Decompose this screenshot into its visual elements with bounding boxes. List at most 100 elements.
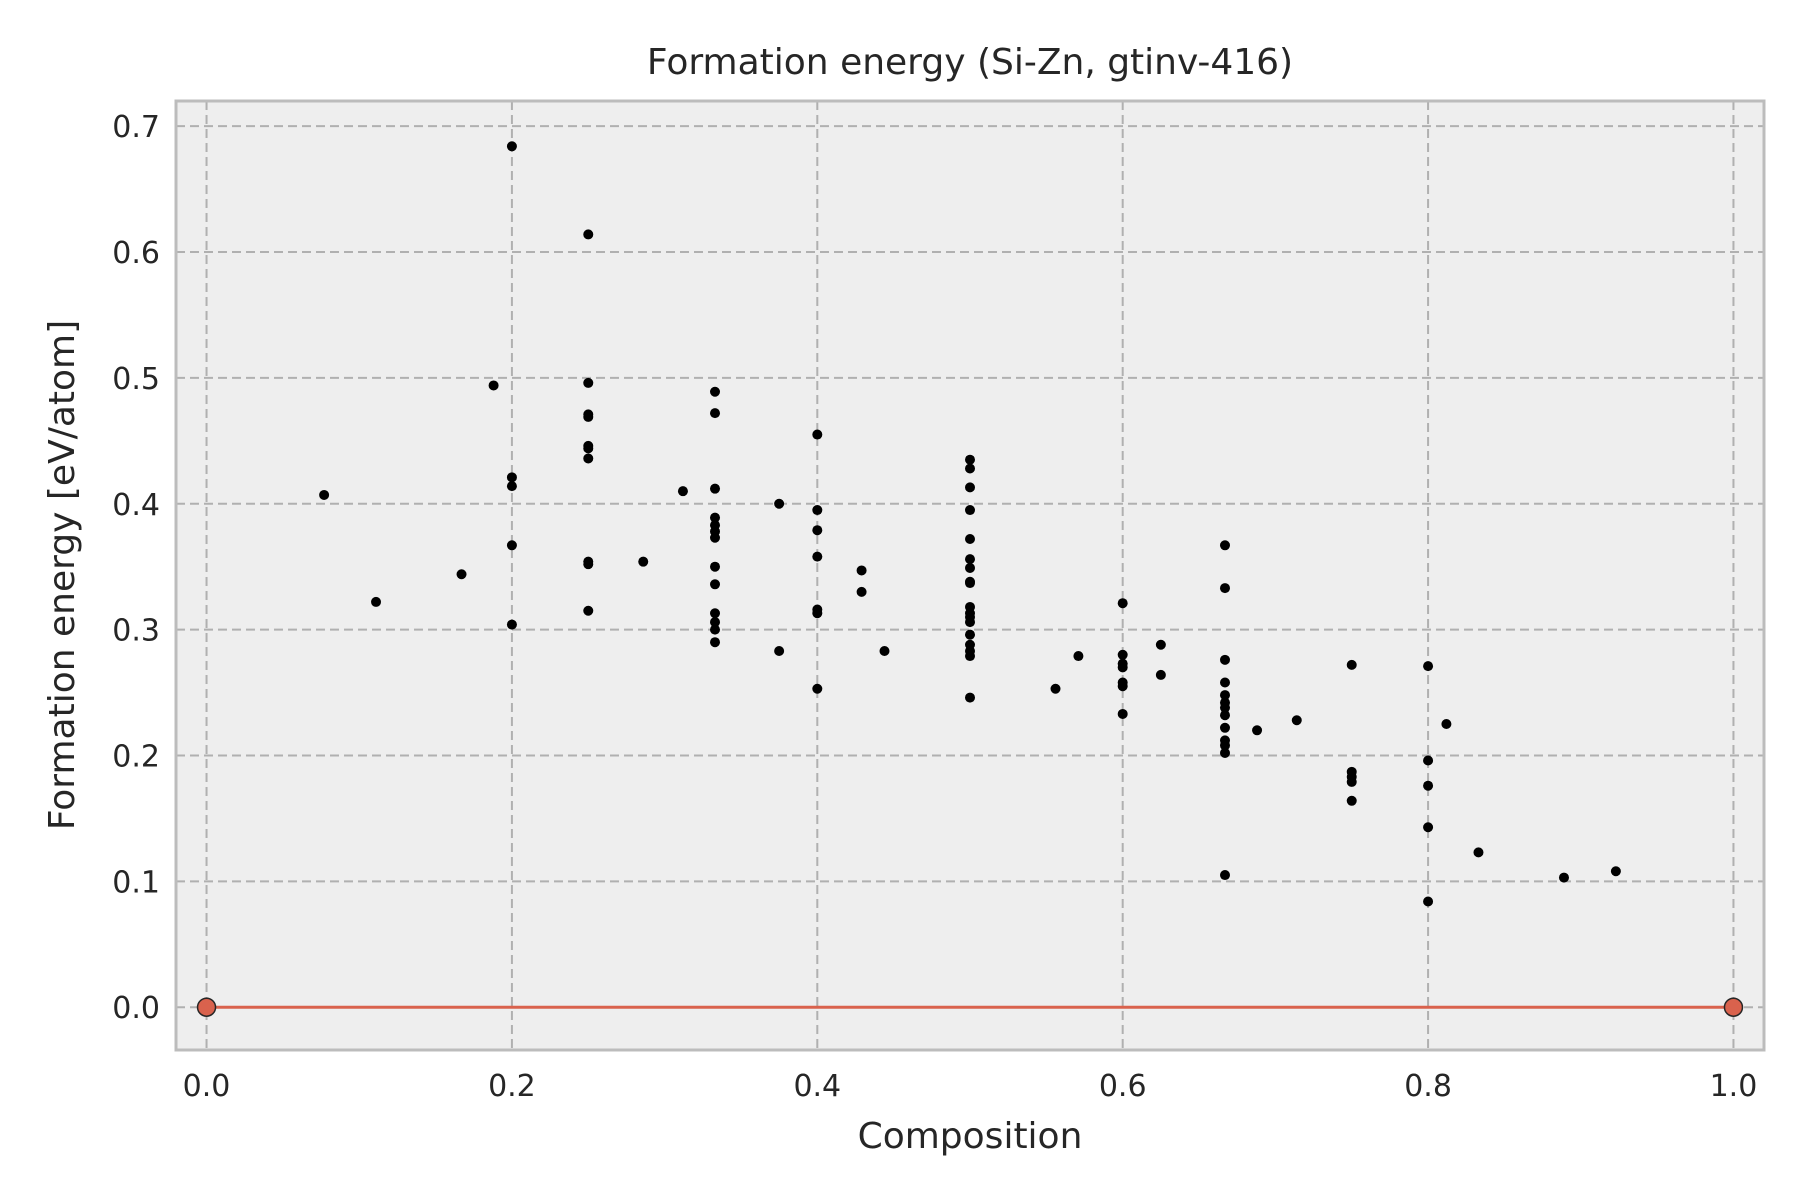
data-point <box>371 596 382 607</box>
data-point <box>710 608 721 619</box>
data-point <box>710 561 721 572</box>
data-point <box>319 489 330 500</box>
data-point <box>1050 683 1061 694</box>
data-point <box>812 505 823 516</box>
data-point <box>583 559 594 570</box>
hull-point <box>1723 997 1744 1017</box>
x-tick-label: 0.4 <box>793 1069 841 1104</box>
y-axis-ticks: 0.0 0.1 0.2 0.3 0.4 0.5 0.6 0.7 <box>112 110 160 1026</box>
data-point <box>1219 870 1230 881</box>
data-point <box>965 651 975 662</box>
y-tick-label: 0.5 <box>112 362 160 397</box>
data-point <box>1219 747 1230 758</box>
grid <box>176 101 1764 1050</box>
y-axis-label: Formation energy [eV/atom] <box>42 320 83 830</box>
data-point <box>506 540 517 551</box>
data-point <box>1073 651 1084 662</box>
data-point <box>506 481 517 492</box>
data-point <box>583 443 594 454</box>
data-point <box>1423 896 1434 907</box>
data-point <box>1117 681 1128 692</box>
data-point <box>1346 659 1357 670</box>
convex-hull <box>196 997 1744 1017</box>
data-point <box>856 586 867 597</box>
y-tick-label: 0.6 <box>112 236 160 271</box>
data-point <box>1423 661 1434 672</box>
data-point <box>710 532 721 543</box>
data-point <box>710 408 721 419</box>
data-point <box>1346 776 1357 787</box>
data-point <box>1219 677 1230 688</box>
data-point <box>710 624 721 635</box>
data-point <box>1219 583 1230 594</box>
data-point <box>812 525 823 536</box>
x-tick-label: 0.6 <box>1099 1069 1147 1104</box>
data-point <box>965 534 975 544</box>
y-tick-label: 0.1 <box>112 865 160 900</box>
data-point <box>1219 740 1230 751</box>
data-point <box>774 498 785 509</box>
data-point <box>583 411 594 422</box>
data-point <box>1610 866 1621 877</box>
y-tick-label: 0.3 <box>112 614 160 649</box>
plot-area <box>176 101 1764 1050</box>
data-point <box>583 377 594 388</box>
data-point <box>710 617 721 628</box>
data-point <box>1219 710 1230 721</box>
data-point <box>965 692 975 703</box>
data-point <box>1252 725 1263 736</box>
y-tick-label: 0.0 <box>112 991 160 1026</box>
data-point <box>1219 540 1230 551</box>
data-point <box>1219 690 1230 701</box>
data-point <box>1558 872 1569 883</box>
data-point <box>583 605 594 616</box>
data-point <box>856 565 867 576</box>
data-point <box>879 646 890 657</box>
data-point <box>965 562 975 573</box>
data-point <box>1473 847 1484 858</box>
x-tick-label: 0.0 <box>183 1069 231 1104</box>
x-tick-label: 0.2 <box>488 1069 536 1104</box>
data-point <box>1423 822 1434 833</box>
data-point <box>710 483 721 494</box>
x-axis-ticks: 0.0 0.2 0.4 0.6 0.8 1.0 <box>183 1069 1758 1104</box>
data-point <box>710 386 721 397</box>
data-point <box>774 646 785 657</box>
data-point <box>1155 669 1166 680</box>
data-point <box>965 629 975 640</box>
data-point <box>677 486 688 497</box>
data-point <box>710 637 721 648</box>
data-point <box>1346 795 1357 806</box>
x-tick-label: 0.8 <box>1404 1069 1452 1104</box>
data-point <box>583 453 594 464</box>
data-point <box>1117 708 1128 719</box>
data-point <box>506 619 517 630</box>
data-point <box>1423 780 1434 791</box>
data-point <box>812 429 823 440</box>
data-point <box>965 617 975 628</box>
data-point <box>506 141 517 152</box>
y-tick-label: 0.2 <box>112 739 160 774</box>
data-point <box>710 579 721 590</box>
data-point <box>710 512 721 523</box>
x-axis-label: Composition <box>858 1116 1083 1157</box>
data-points <box>319 141 1621 907</box>
data-point <box>1441 719 1452 730</box>
data-point <box>1423 755 1434 766</box>
data-point <box>812 608 823 619</box>
data-point <box>812 551 823 562</box>
data-point <box>456 569 467 580</box>
data-point <box>583 229 594 240</box>
data-point <box>638 556 649 567</box>
data-point <box>506 472 517 483</box>
data-point <box>1219 702 1230 713</box>
hull-point <box>196 997 217 1017</box>
chart-title: Formation energy (Si-Zn, gtinv-416) <box>647 42 1293 83</box>
data-point <box>1219 722 1230 733</box>
data-point <box>1117 649 1128 660</box>
data-point <box>1117 662 1128 673</box>
data-point <box>965 578 975 589</box>
data-point <box>965 505 975 516</box>
x-tick-label: 1.0 <box>1710 1069 1758 1104</box>
